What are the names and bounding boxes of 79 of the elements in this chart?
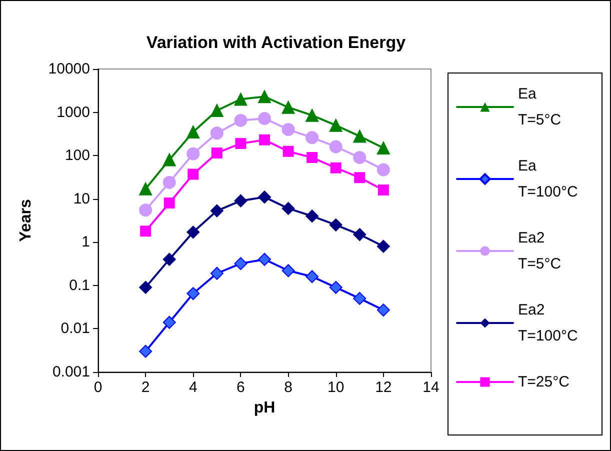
- point: [306, 270, 319, 284]
- point: [376, 163, 390, 176]
- point: [258, 90, 271, 104]
- y-tick-label: 100: [64, 147, 90, 164]
- point: [329, 118, 342, 132]
- legend-label: Ea2 T=100°C: [518, 302, 578, 344]
- point: [164, 198, 175, 209]
- y-tick-label: 1: [82, 234, 90, 251]
- point: [353, 151, 366, 164]
- point: [378, 184, 389, 196]
- point: [353, 292, 366, 305]
- point: [306, 131, 319, 144]
- point: [234, 92, 248, 106]
- x-tick-label: 14: [422, 379, 440, 396]
- point: [186, 226, 200, 239]
- point: [353, 228, 366, 242]
- point: [234, 114, 248, 127]
- x-tick-label: 6: [236, 379, 245, 396]
- point: [139, 182, 152, 196]
- point: [282, 123, 295, 136]
- point: [306, 152, 318, 164]
- x-tick-label: 8: [284, 379, 292, 396]
- chart-title: Variation with Activation Energy: [146, 33, 406, 52]
- legend-label: Ea T=100°C: [518, 158, 578, 200]
- point: [329, 140, 342, 154]
- point: [186, 147, 200, 160]
- point: [186, 287, 200, 300]
- point: [210, 266, 224, 280]
- x-tick-label: 0: [94, 379, 102, 396]
- y-tick-label: 0.01: [60, 320, 90, 338]
- point: [353, 130, 366, 143]
- point: [139, 280, 152, 294]
- y-tick-label: 0.1: [69, 276, 90, 294]
- x-tick-label: 2: [141, 379, 150, 396]
- y-tick-label: 10: [73, 190, 90, 208]
- point: [282, 100, 295, 114]
- point: [210, 204, 224, 218]
- point: [259, 134, 270, 146]
- x-tick-label: 4: [188, 379, 198, 396]
- point: [354, 172, 366, 184]
- point: [330, 162, 342, 174]
- point: [139, 204, 152, 217]
- point: [376, 240, 390, 253]
- point: [210, 104, 224, 117]
- y-tick-label: 10000: [48, 60, 90, 78]
- point: [376, 304, 390, 317]
- point: [188, 168, 199, 180]
- point: [162, 252, 176, 266]
- y-tick-label: 1000: [56, 104, 90, 121]
- point: [162, 316, 176, 329]
- x-tick-label: 10: [328, 379, 344, 396]
- y-tick-label: 0.001: [52, 364, 90, 380]
- point: [234, 257, 248, 270]
- point: [162, 176, 176, 189]
- point: [376, 141, 390, 154]
- legend-label: Ea T=5°C: [518, 86, 562, 128]
- point: [306, 210, 319, 223]
- point: [234, 194, 248, 208]
- legend-label: T=25°C: [518, 374, 570, 390]
- point: [211, 147, 222, 158]
- y-axis-title: Years: [18, 199, 34, 242]
- point: [282, 146, 294, 157]
- point: [258, 112, 271, 125]
- point: [186, 126, 200, 139]
- point: [282, 202, 295, 215]
- point: [140, 226, 152, 237]
- x-axis-title: pH: [254, 399, 276, 416]
- point: [329, 218, 342, 232]
- legend-label: Ea2 T=5°C: [518, 230, 562, 272]
- point: [258, 190, 271, 204]
- point: [162, 153, 176, 166]
- point: [306, 108, 319, 122]
- point: [139, 344, 152, 358]
- point: [282, 264, 295, 278]
- point: [210, 126, 224, 140]
- point: [329, 280, 342, 294]
- point: [235, 138, 246, 150]
- x-tick-label: 12: [375, 379, 392, 396]
- point: [258, 252, 271, 266]
